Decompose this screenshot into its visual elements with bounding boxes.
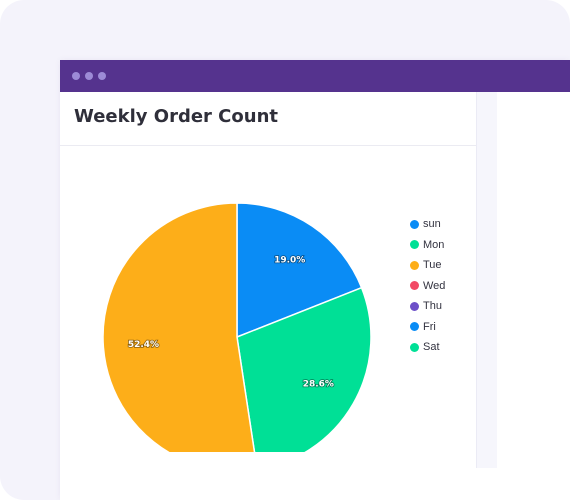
side-strip: [477, 92, 497, 468]
window-dot-icon: [98, 72, 106, 80]
legend-swatch: [410, 301, 419, 311]
pie-slice-sun: [236, 202, 363, 339]
legend-swatch: [410, 240, 419, 250]
legend-swatch: [410, 260, 419, 270]
page-title: Weekly Order Count: [74, 106, 278, 127]
legend-label: Thu: [423, 300, 442, 313]
pie-data-label: 52.4%: [128, 340, 159, 350]
pie-slice-mon: [236, 286, 372, 452]
legend-label: Sat: [423, 341, 440, 354]
pie-data-label: 19.0%: [274, 255, 305, 265]
legend-swatch: [410, 281, 419, 291]
legend-item-mon[interactable]: Mon: [410, 235, 445, 256]
pie-chart: 19.0% 28.6% 52.4%: [102, 202, 372, 452]
legend-swatch: [410, 342, 419, 352]
legend-swatch: [410, 322, 419, 332]
app-window: Weekly Order Count 19.0% 28.6% 52.4% sun Mo…: [60, 60, 570, 500]
window-dot-icon: [72, 72, 80, 80]
pie-data-label: 28.6%: [303, 380, 334, 390]
legend-label: Mon: [423, 238, 445, 251]
legend-item-thu[interactable]: Thu: [410, 296, 445, 317]
pie-slice-tue: [102, 202, 256, 452]
legend-label: Fri: [423, 320, 436, 333]
legend-label: Tue: [423, 259, 442, 272]
title-divider: [60, 145, 476, 146]
legend-item-sat[interactable]: Sat: [410, 337, 445, 358]
window-dot-icon: [85, 72, 93, 80]
legend-item-fri[interactable]: Fri: [410, 317, 445, 338]
legend-item-sun[interactable]: sun: [410, 214, 445, 235]
window-titlebar: [60, 60, 570, 92]
legend-label: sun: [423, 218, 441, 231]
legend-item-wed[interactable]: Wed: [410, 276, 445, 297]
legend-label: Wed: [423, 279, 446, 292]
legend-item-tue[interactable]: Tue: [410, 255, 445, 276]
chart-legend: sun Mon Tue Wed Thu Fri Sat: [410, 214, 445, 358]
chart-panel: Weekly Order Count 19.0% 28.6% 52.4% sun Mo…: [60, 92, 477, 468]
legend-swatch: [410, 219, 419, 229]
